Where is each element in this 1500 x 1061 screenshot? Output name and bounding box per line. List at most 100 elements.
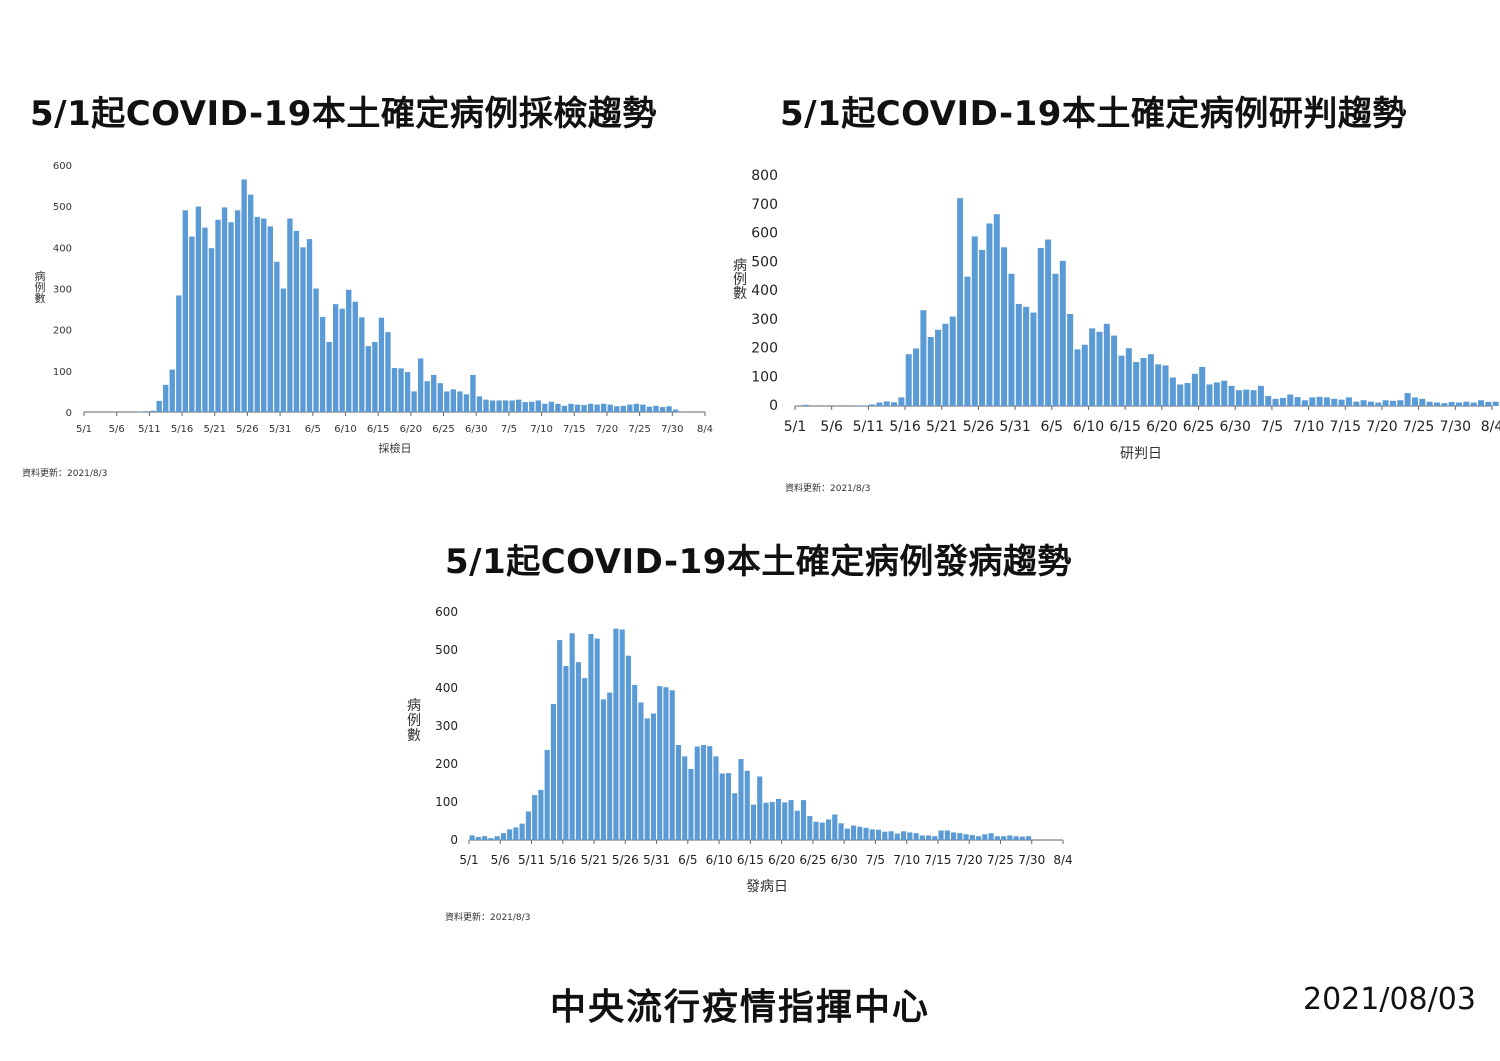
x-tick-label: 6/20 [768, 853, 795, 867]
bar [280, 288, 287, 412]
bar [1030, 312, 1037, 406]
bar [1441, 403, 1448, 407]
bar [532, 795, 538, 840]
bar [339, 308, 345, 412]
bar [920, 310, 927, 406]
bar [1316, 396, 1323, 406]
bar [424, 381, 430, 413]
bar [900, 831, 907, 840]
bar [1485, 401, 1492, 406]
y-tick-label: 800 [751, 168, 778, 184]
bar [646, 406, 653, 412]
bar [488, 838, 494, 840]
x-tick-label: 7/10 [1293, 419, 1324, 435]
bar [1397, 400, 1404, 406]
bar [688, 768, 694, 840]
bar [1433, 402, 1440, 406]
bar [195, 206, 202, 412]
x-tick-label: 5/31 [643, 853, 670, 867]
bar [241, 179, 247, 412]
x-tick-label: 7/5 [501, 424, 517, 435]
bar [557, 640, 563, 840]
footer-date: 2021/08/03 [1303, 982, 1476, 1017]
y-tick-label: 100 [53, 367, 72, 378]
bar [221, 207, 228, 412]
bar [1045, 239, 1052, 406]
bar [1455, 402, 1462, 406]
x-tick-label: 5/6 [109, 424, 125, 435]
bar [803, 404, 810, 406]
bar [463, 394, 470, 412]
bar [675, 745, 682, 840]
bar [516, 399, 522, 412]
bar [963, 834, 969, 840]
bar [176, 295, 182, 412]
x-tick-label: 5/26 [963, 419, 995, 435]
x-tick-label: 6/5 [678, 853, 697, 867]
bar [935, 329, 942, 406]
x-axis-label: 採檢日 [379, 441, 412, 455]
bar [1162, 365, 1169, 406]
bar [979, 249, 986, 406]
bar [672, 409, 679, 412]
data-updated-note: 資料更新：2021/8/3 [785, 484, 871, 494]
bar [857, 826, 863, 840]
bar [437, 383, 443, 412]
bar [1360, 400, 1367, 406]
bar [942, 323, 949, 406]
bar [719, 773, 725, 840]
bar [838, 823, 844, 840]
y-axis-label: 病例數 [35, 269, 46, 305]
x-tick-label: 7/25 [1403, 419, 1434, 435]
bar [993, 214, 1000, 406]
bar [555, 403, 561, 412]
bar [182, 210, 188, 412]
bar [496, 400, 502, 412]
y-tick-label: 500 [53, 202, 72, 213]
bar [398, 368, 404, 412]
bar [932, 836, 938, 840]
x-tick-label: 7/15 [1330, 419, 1361, 435]
y-tick-label: 200 [751, 341, 778, 357]
y-tick-label: 700 [751, 197, 778, 213]
bar [1389, 400, 1396, 406]
bar [1096, 331, 1103, 406]
y-tick-label: 200 [435, 757, 458, 771]
x-tick-label: 6/15 [737, 853, 764, 867]
x-tick-label: 6/10 [334, 424, 356, 435]
x-axis-label: 發病日 [746, 879, 788, 895]
x-tick-label: 5/16 [171, 424, 193, 435]
bar [713, 756, 719, 840]
bar [614, 406, 620, 412]
bar [1177, 384, 1184, 406]
bar [1037, 247, 1044, 407]
bar [607, 404, 613, 412]
y-tick-label: 300 [53, 285, 72, 296]
bar [346, 289, 352, 412]
bar [659, 407, 666, 412]
bar [500, 833, 506, 840]
bar [457, 391, 463, 412]
bar [663, 687, 669, 840]
bar [274, 261, 280, 412]
bar [669, 690, 675, 840]
bar [588, 634, 594, 840]
x-tick-label: 5/1 [459, 853, 478, 867]
bar [938, 830, 944, 840]
y-tick-label: 600 [435, 605, 458, 619]
bar [1169, 377, 1176, 406]
bar [1309, 397, 1316, 407]
bar [1184, 383, 1191, 406]
bar [957, 833, 963, 840]
bar [1221, 380, 1228, 406]
bar [444, 391, 450, 412]
bar [644, 718, 650, 840]
bar [544, 749, 550, 840]
bar [513, 827, 519, 840]
bar [1147, 354, 1154, 406]
bar [633, 403, 640, 412]
x-tick-label: 6/10 [706, 853, 733, 867]
bar [411, 391, 417, 412]
bar [1125, 348, 1132, 406]
